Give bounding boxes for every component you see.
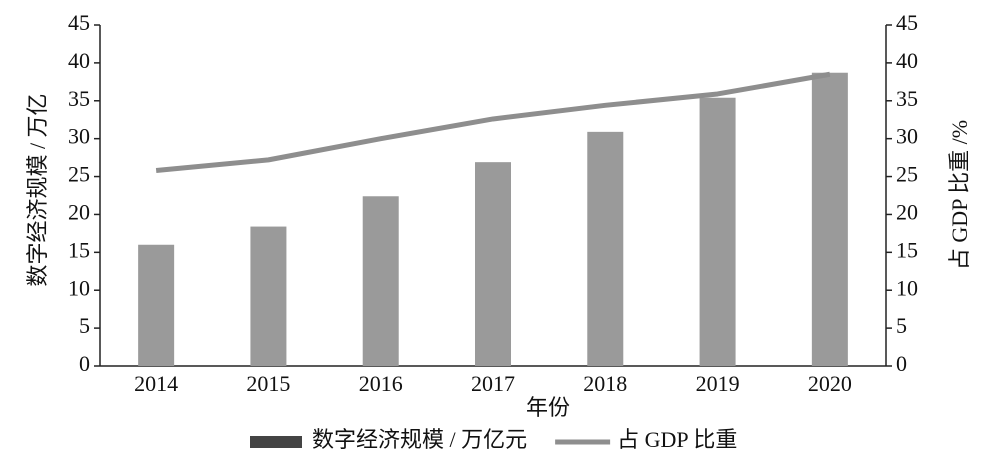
y2-tick-label: 0 [896, 351, 907, 376]
x-tick-label: 2016 [359, 371, 403, 396]
y-tick-label: 0 [79, 351, 90, 376]
y2-tick-label: 15 [896, 237, 918, 262]
legend-swatch [250, 436, 302, 448]
y-tick-label: 5 [79, 313, 90, 338]
y2-tick-label: 45 [896, 10, 918, 35]
y-tick-label: 45 [68, 10, 90, 35]
y-axis-label: 数字经济规模 / 万亿 [25, 93, 50, 286]
y-tick-label: 10 [68, 275, 90, 300]
y2-axis-label: 占 GDP 比重 /% [947, 120, 972, 270]
y-tick-label: 35 [68, 86, 90, 111]
bar [811, 72, 848, 367]
legend-label: 数字经济规模 / 万亿元 [312, 427, 527, 452]
y2-tick-label: 40 [896, 48, 918, 73]
x-tick-label: 2014 [134, 371, 178, 396]
bar [138, 244, 175, 366]
bar [362, 196, 399, 366]
y-tick-label: 25 [68, 162, 90, 187]
y2-tick-label: 5 [896, 313, 907, 338]
bar [699, 97, 736, 366]
x-tick-label: 2020 [808, 371, 852, 396]
y-tick-label: 40 [68, 48, 90, 73]
x-tick-label: 2019 [696, 371, 740, 396]
bar [250, 226, 287, 366]
y2-tick-label: 30 [896, 124, 918, 149]
x-tick-label: 2017 [471, 371, 515, 396]
y-tick-label: 20 [68, 199, 90, 224]
bar [475, 162, 511, 366]
y2-tick-label: 10 [896, 275, 918, 300]
line [155, 71, 831, 173]
legend-label: 占 GDP 比重 [617, 427, 737, 452]
y2-tick-label: 20 [896, 199, 918, 224]
y2-tick-label: 35 [896, 86, 918, 111]
x-axis-label: 年份 [526, 395, 570, 420]
x-tick-label: 2015 [246, 371, 290, 396]
y-tick-label: 15 [68, 237, 90, 262]
y-tick-label: 30 [68, 124, 90, 149]
bar [587, 131, 624, 366]
x-tick-label: 2018 [583, 371, 627, 396]
y2-tick-label: 25 [896, 162, 918, 187]
